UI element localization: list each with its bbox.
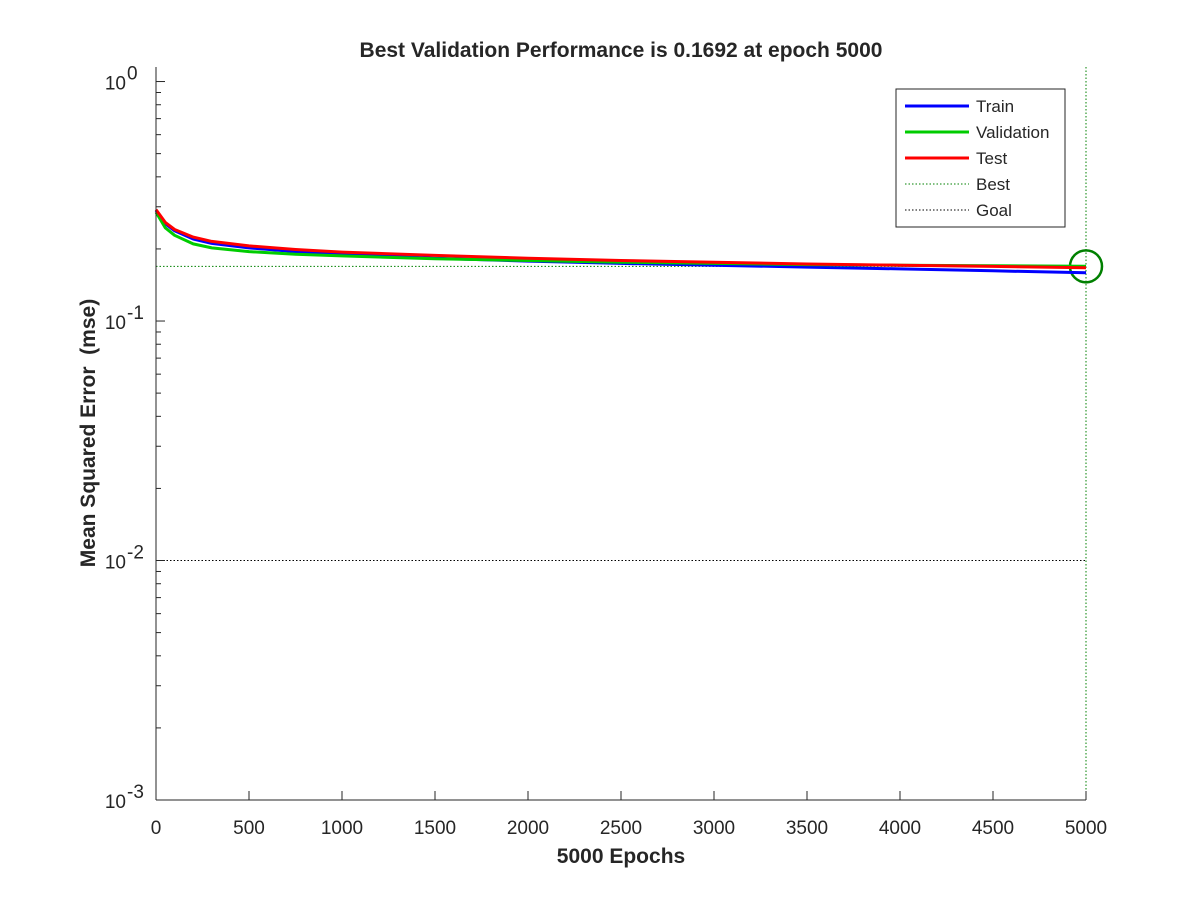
x-tick-label: 2500 <box>600 818 642 839</box>
series-layer <box>154 208 1087 275</box>
legend-label-test: Test <box>976 149 1007 168</box>
x-tick-label: 0 <box>151 818 162 839</box>
x-tick-label: 3000 <box>693 818 735 839</box>
legend-label-train: Train <box>976 97 1014 116</box>
y-tick-exponent: -2 <box>127 543 144 564</box>
y-tick-exponent: -1 <box>127 303 144 324</box>
y-tick-label: 10 <box>105 792 126 813</box>
x-tick-label: 5000 <box>1065 818 1107 839</box>
y-tick-label: 10 <box>105 553 126 574</box>
y-tick-label: 10 <box>105 313 126 334</box>
legend-label-goal: Goal <box>976 201 1012 220</box>
x-tick-label: 1500 <box>414 818 456 839</box>
x-tick-label: 3500 <box>786 818 828 839</box>
x-axis-label: 5000 Epochs <box>557 845 685 868</box>
x-tick-label: 4500 <box>972 818 1014 839</box>
legend: Train Validation Test Best Goal <box>895 88 1066 228</box>
y-tick-exponent: 0 <box>127 64 138 85</box>
legend-label-best: Best <box>976 175 1010 194</box>
x-tick-label: 4000 <box>879 818 921 839</box>
chart-title: Best Validation Performance is 0.1692 at… <box>360 39 883 62</box>
y-axis-label: Mean Squared Error (mse) <box>77 299 100 567</box>
x-tick-label: 2000 <box>507 818 549 839</box>
x-tick-label: 500 <box>233 818 265 839</box>
y-tick-label: 10 <box>105 74 126 95</box>
y-tick-exponent: -3 <box>127 782 144 803</box>
series-line-test <box>154 208 1087 270</box>
axes-layer: 0 500 1000 1500 2000 2500 3000 3500 4000 4500 5000… <box>105 64 1107 839</box>
x-tick-label: 1000 <box>321 818 363 839</box>
legend-label-validation: Validation <box>976 123 1049 142</box>
